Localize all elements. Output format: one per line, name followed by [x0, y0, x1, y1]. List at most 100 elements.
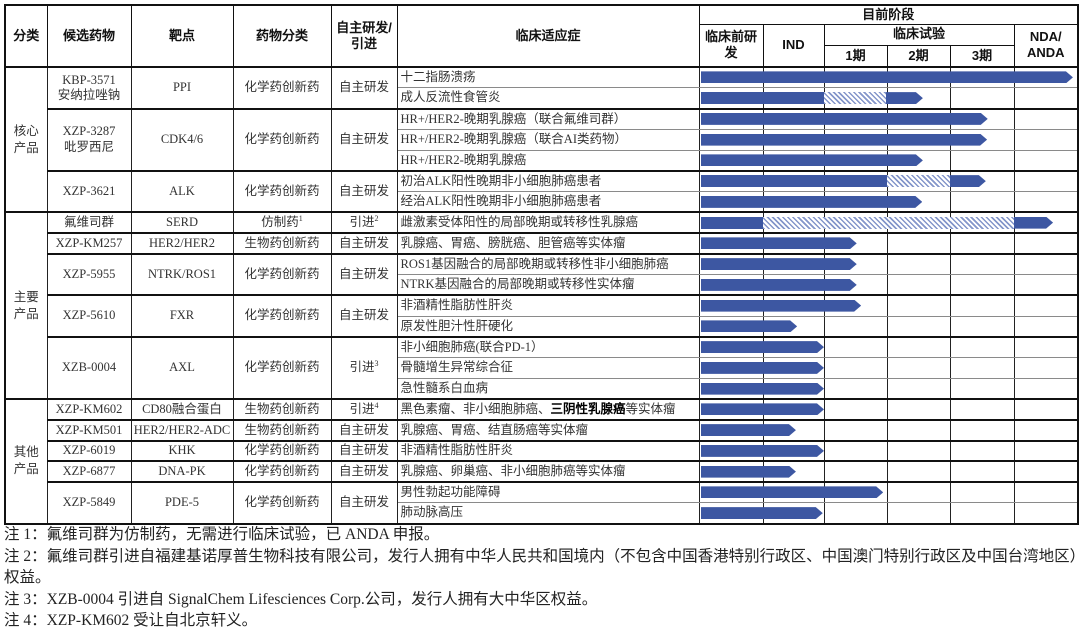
stage-cell [762, 252, 825, 275]
candidate-cell: XZP-5849 [46, 481, 132, 524]
header-stage-nda: NDA/ ANDA [1013, 23, 1079, 68]
stage-cell [1013, 502, 1079, 524]
footnote-2: 注 2：氟维司群引进自福建基诺厚普生物科技有限公司，发行人拥有中华人民共和国境内… [4, 547, 1078, 587]
stage-cell [698, 252, 764, 275]
stage-cell [823, 398, 888, 421]
source-cell: 自主研发 [330, 232, 398, 255]
target-cell: HER2/HER2-ADC [130, 418, 234, 441]
stage-cell [698, 294, 764, 317]
header-stage-phase1: 1期 [823, 44, 888, 68]
indication-cell: 黑色素瘤、非小细胞肺癌、三阴性乳腺癌等实体瘤 [396, 398, 700, 421]
stage-cell [886, 169, 951, 192]
stage-cell [762, 315, 825, 338]
stage-cell [1013, 357, 1079, 379]
table-row: XZP-5849 PDE-5 化学药创新药 自主研发 男性勃起功能障碍 [5, 481, 1079, 524]
stage-cell [762, 191, 825, 213]
table-row: XZP-KM257 HER2/HER2 生物药创新药 自主研发 乳腺癌、胃癌、膀… [5, 232, 1079, 255]
stage-cell [698, 169, 764, 192]
stage-cell [1013, 481, 1079, 504]
table-row: XZP-3287 吡罗西尼 CDK4/6 化学药创新药 自主研发 HR+/HER… [5, 107, 1079, 172]
stage-cell [698, 149, 764, 172]
stage-cell [886, 481, 951, 504]
target-cell: AXL [130, 335, 234, 400]
table-row: 主要产品 氟维司群 SERD 仿制药1 引进2 雌激素受体阳性的局部晚期或转移性… [4, 211, 1079, 400]
header-preclinical-line1: 临床前研 [704, 29, 757, 44]
source-text: 引进 [349, 360, 375, 375]
target-cell: FXR [130, 294, 234, 338]
stage-cell [762, 418, 825, 441]
source-cell: 自主研发 [330, 169, 398, 213]
candidate-cell: XZP-KM501 [46, 418, 132, 441]
stage-cell [698, 87, 764, 109]
indication-cell: HR+/HER2-晚期乳腺癌（联合氟维司群） [396, 107, 700, 130]
footnotes: 注 1：氟维司群为仿制药，无需进行临床试验，已 ANDA 申报。 注 2：氟维司… [4, 524, 1080, 632]
stage-cell [1013, 232, 1079, 255]
source-cell: 自主研发 [330, 294, 398, 338]
drug-type-cell: 化学药创新药 [232, 252, 332, 296]
stage-cell [762, 66, 825, 89]
candidate-cell: XZP-5610 [46, 294, 132, 338]
stage-cell [949, 398, 1015, 421]
drug-type-cell: 生物药创新药 [232, 398, 332, 421]
stage-cell [823, 232, 888, 255]
stage-cell [823, 294, 888, 317]
indication-cell: 成人反流性食管炎 [396, 87, 700, 109]
stage-cell [886, 128, 951, 151]
stage-cell [886, 252, 951, 275]
header-stage-ind: IND [762, 23, 825, 68]
stage-cell [886, 377, 951, 400]
table-row: XZP-6877 DNA-PK 化学药创新药 自主研发 乳腺癌、卵巢癌、非小细胞… [5, 460, 1079, 483]
header-indication: 临床适应症 [396, 4, 700, 68]
indication-text: 黑色素瘤、非小细胞肺癌、 [400, 401, 551, 416]
stage-cell [886, 191, 951, 213]
source-cell: 自主研发 [330, 252, 398, 296]
stage-cell [698, 377, 764, 400]
indication-cell: NTRK基因融合的局部晚期或转移性实体瘤 [396, 274, 700, 296]
header-current-stage: 目前阶段 [698, 4, 1079, 25]
stage-cell [823, 460, 888, 483]
stage-cell [823, 107, 888, 130]
stage-cell [1013, 335, 1079, 358]
stage-cell [698, 357, 764, 379]
drug-type-cell: 生物药创新药 [232, 232, 332, 255]
indication-emphasis: 三阴性乳腺癌 [550, 401, 626, 416]
indication-cell: 原发性胆汁性肝硬化 [396, 315, 700, 338]
stage-cell [762, 107, 825, 130]
stage-cell [823, 66, 888, 89]
stage-cell [823, 418, 888, 441]
stage-cell [1013, 294, 1079, 317]
stage-cell [698, 315, 764, 338]
stage-cell [949, 418, 1015, 441]
source-cell: 引进4 [330, 398, 398, 421]
target-cell: KHK [130, 439, 234, 462]
header-stage-phase2: 2期 [886, 44, 951, 68]
stage-cell [698, 439, 764, 462]
drug-cn-name: 安纳拉唑钠 [57, 87, 121, 102]
header-candidate: 候选药物 [46, 4, 132, 68]
drug-type-cell: 化学药创新药 [232, 66, 332, 109]
stage-cell [949, 294, 1015, 317]
target-cell: NTRK/ROS1 [130, 252, 234, 296]
drug-code: XZB-0004 [61, 360, 117, 375]
stage-cell [698, 418, 764, 441]
stage-cell [886, 398, 951, 421]
stage-cell [698, 274, 764, 296]
drug-code: XZP-KM602 [55, 401, 123, 416]
table-row: XZP-3621 ALK 化学药创新药 自主研发 初治ALK阳性晚期非小细胞肺癌… [5, 169, 1079, 213]
stage-cell [1013, 315, 1079, 338]
stage-cell [823, 481, 888, 504]
footnote-4: 注 4：XZP-KM602 受让自北京轩义。 [4, 612, 258, 630]
stage-cell [698, 481, 764, 504]
stage-cell [949, 169, 1015, 192]
stage-cell [886, 335, 951, 358]
stage-cell [949, 335, 1015, 358]
stage-cell [823, 357, 888, 379]
header-stage-preclinical: 临床前研 发 [698, 23, 764, 68]
drug-code: XZP-5955 [62, 266, 116, 281]
stage-cell [762, 398, 825, 421]
stage-cell [886, 66, 951, 89]
stage-cell [698, 335, 764, 358]
candidate-cell: XZP-3621 [46, 169, 132, 213]
stage-cell [762, 357, 825, 379]
